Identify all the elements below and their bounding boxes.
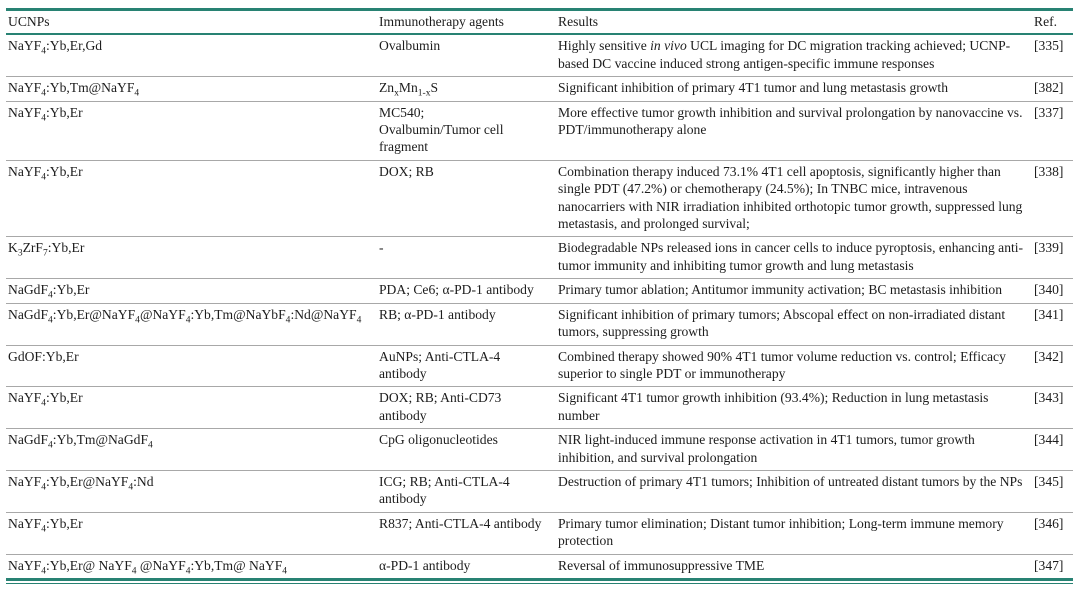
- table-bottom-rule: [6, 577, 1073, 584]
- cell-agents: RB; α-PD-1 antibody: [377, 302, 556, 345]
- cell-ref: [342]: [1032, 344, 1073, 387]
- cell-agents: PDA; Ce6; α-PD-1 antibody: [377, 278, 556, 304]
- table-row: NaYF4:Yb,Er MC540; Ovalbumin/Tumor cell f…: [6, 100, 1073, 161]
- cell-ucnp: NaGdF4:Yb,Tm@NaGdF4: [6, 428, 377, 471]
- cell-results: Destruction of primary 4T1 tumors; Inhib…: [556, 469, 1032, 513]
- cell-ucnp: NaYF4:Yb,Er@ NaYF4 @NaYF4:Yb,Tm@ NaYF4: [6, 553, 377, 578]
- table-row: NaGdF4:Yb,Er@NaYF4@NaYF4:Yb,Tm@NaYbF4:Nd…: [6, 302, 1073, 345]
- cell-ucnp: NaYF4:Yb,Er@NaYF4:Nd: [6, 469, 377, 513]
- cell-ucnp: K3ZrF7:Yb,Er: [6, 236, 377, 279]
- table-row: NaGdF4:Yb,Er PDA; Ce6; α-PD-1 antibody Pri…: [6, 278, 1073, 304]
- cell-ref: [382]: [1032, 76, 1073, 102]
- header-ref: Ref.: [1032, 8, 1073, 36]
- cell-ucnp: NaGdF4:Yb,Er@NaYF4@NaYF4:Yb,Tm@NaYbF4:Nd…: [6, 302, 377, 345]
- cell-ref: [343]: [1032, 386, 1073, 429]
- cell-ref: [341]: [1032, 302, 1073, 345]
- table-row: GdOF:Yb,Er AuNPs; Anti-CTLA-4 antibody Com…: [6, 344, 1073, 387]
- cell-agents: CpG oligonucleotides: [377, 428, 556, 471]
- cell-ref: [340]: [1032, 278, 1073, 304]
- table-row: NaYF4:Yb,Er,Gd Ovalbumin Highly sensitive …: [6, 34, 1073, 76]
- cell-agents: MC540; Ovalbumin/Tumor cell fragment: [377, 100, 556, 161]
- cell-ref: [345]: [1032, 469, 1073, 513]
- table-row: K3ZrF7:Yb,Er - Biodegradable NPs released …: [6, 236, 1073, 279]
- cell-agents: DOX; RB; Anti-CD73 antibody: [377, 386, 556, 429]
- cell-ref: [347]: [1032, 553, 1073, 578]
- cell-ref: [344]: [1032, 428, 1073, 471]
- cell-ucnp: NaYF4:Yb,Er,Gd: [8, 38, 103, 58]
- cell-agents: R837; Anti-CTLA-4 antibody: [377, 511, 556, 555]
- cell-agents: Ovalbumin: [379, 38, 441, 54]
- cell-agents: DOX; RB: [377, 159, 556, 237]
- header-agents: Immunotherapy agents: [377, 8, 556, 36]
- cell-ucnp: NaGdF4:Yb,Er: [6, 278, 377, 304]
- cell-ref: [339]: [1032, 236, 1073, 279]
- cell-results: Biodegradable NPs released ions in cance…: [556, 236, 1032, 279]
- cell-results: Significant 4T1 tumor growth inhibition …: [556, 386, 1032, 429]
- cell-results: Primary tumor elimination; Distant tumor…: [556, 511, 1032, 555]
- cell-results: Combined therapy showed 90% 4T1 tumor vo…: [556, 344, 1032, 387]
- cell-results: Significant inhibition of primary 4T1 tu…: [556, 76, 1032, 102]
- table-header: UCNPs Immunotherapy agents Results Ref.: [6, 8, 1073, 36]
- cell-ref: [338]: [1032, 159, 1073, 237]
- cell-ref: [335]: [1034, 38, 1064, 54]
- table-row: NaYF4:Yb,Er R837; Anti-CTLA-4 antibody Pri…: [6, 511, 1073, 555]
- cell-agents: ZnxMn1-xS: [377, 76, 556, 102]
- table-row: NaYF4:Yb,Er@ NaYF4 @NaYF4:Yb,Tm@ NaYF4 α-…: [6, 553, 1073, 578]
- cell-ref: [346]: [1032, 511, 1073, 555]
- cell-ucnp: GdOF:Yb,Er: [6, 344, 377, 387]
- paper-table-page: UCNPs Immunotherapy agents Results Ref. …: [6, 8, 1073, 584]
- header-results: Results: [556, 8, 1032, 36]
- table-row: NaYF4:Yb,Er DOX; RB Combination therapy in…: [6, 159, 1073, 237]
- cell-results: Reversal of immunosuppressive TME: [556, 553, 1032, 578]
- table-row: NaGdF4:Yb,Tm@NaGdF4 CpG oligonucleotides N…: [6, 428, 1073, 471]
- cell-results: More effective tumor growth inhibition a…: [556, 100, 1032, 161]
- table-body: NaYF4:Yb,Er,Gd Ovalbumin Highly sensitive …: [6, 34, 1073, 578]
- cell-results: Significant inhibition of primary tumors…: [556, 302, 1032, 345]
- cell-ucnp: NaYF4:Yb,Tm@NaYF4: [6, 76, 377, 102]
- header-row: UCNPs Immunotherapy agents Results Ref.: [6, 8, 1073, 36]
- header-ucnps: UCNPs: [6, 8, 377, 36]
- cell-agents: -: [377, 236, 556, 279]
- cell-ucnp: NaYF4:Yb,Er: [6, 159, 377, 237]
- cell-agents: AuNPs; Anti-CTLA-4 antibody: [377, 344, 556, 387]
- cell-agents: α-PD-1 antibody: [377, 553, 556, 578]
- cell-results: Primary tumor ablation; Antitumor immuni…: [556, 278, 1032, 304]
- cell-ucnp: NaYF4:Yb,Er: [6, 100, 377, 161]
- cell-results: NIR light-induced immune response activa…: [556, 428, 1032, 471]
- cell-ucnp: NaYF4:Yb,Er: [6, 511, 377, 555]
- ucnp-immunotherapy-table: UCNPs Immunotherapy agents Results Ref. …: [6, 8, 1073, 578]
- cell-results: Highly sensitive in vivo UCL imaging for…: [558, 38, 1011, 71]
- table-row: NaYF4:Yb,Er DOX; RB; Anti-CD73 antibody Si…: [6, 386, 1073, 429]
- table-row: NaYF4:Yb,Tm@NaYF4 ZnxMn1-xS Significant in…: [6, 76, 1073, 102]
- cell-ref: [337]: [1032, 100, 1073, 161]
- cell-results: Combination therapy induced 73.1% 4T1 ce…: [556, 159, 1032, 237]
- cell-agents: ICG; RB; Anti-CTLA-4 antibody: [377, 469, 556, 513]
- cell-ucnp: NaYF4:Yb,Er: [6, 386, 377, 429]
- table-row: NaYF4:Yb,Er@NaYF4:Nd ICG; RB; Anti-CTLA-4…: [6, 469, 1073, 513]
